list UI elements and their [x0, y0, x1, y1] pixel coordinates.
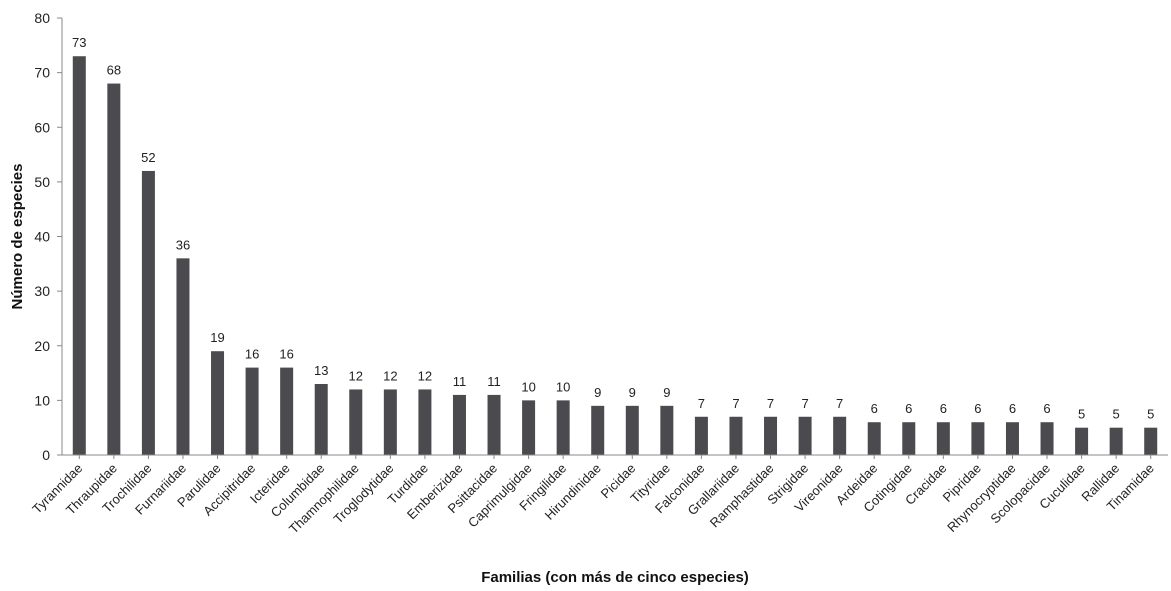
bar: [383, 389, 397, 455]
data-label: 6: [871, 401, 878, 416]
data-label: 68: [107, 63, 121, 78]
data-label: 11: [453, 374, 467, 389]
data-label: 5: [1147, 407, 1154, 422]
bar: [833, 416, 847, 455]
bar: [867, 422, 881, 455]
bar: [729, 416, 743, 455]
y-tick-label: 20: [34, 338, 50, 354]
y-axis-ticks: 0 10 20 30 40 50 60 70 80: [34, 10, 62, 463]
data-label: 10: [556, 379, 570, 394]
bar: [591, 405, 605, 455]
bar: [660, 405, 674, 455]
bar: [418, 389, 432, 455]
bar: [522, 400, 536, 455]
bars: [72, 56, 1158, 456]
bar: [72, 56, 86, 456]
bar: [936, 422, 950, 455]
data-label: 36: [176, 237, 190, 252]
data-label: 5: [1078, 407, 1085, 422]
data-label: 9: [594, 385, 601, 400]
data-label: 16: [279, 347, 293, 362]
data-label: 5: [1113, 407, 1120, 422]
bar: [1005, 422, 1019, 455]
y-tick-label: 50: [34, 174, 50, 190]
y-tick-label: 80: [34, 10, 50, 26]
data-label: 13: [314, 363, 328, 378]
y-tick-label: 70: [34, 65, 50, 81]
data-label: 16: [245, 347, 259, 362]
category-labels: TyrannidaeThraupidaeTrochilidaeFurnariid…: [29, 455, 1157, 537]
data-label: 7: [836, 396, 843, 411]
bar: [211, 351, 225, 455]
y-tick-label: 40: [34, 229, 50, 245]
data-label: 10: [521, 379, 535, 394]
bar: [107, 83, 121, 456]
bar: [452, 394, 466, 455]
data-label: 6: [1009, 401, 1016, 416]
bar: [176, 258, 190, 455]
bar: [349, 389, 363, 455]
bar: [556, 400, 570, 455]
bar: [625, 405, 639, 455]
y-tick-label: 60: [34, 119, 50, 135]
data-label: 11: [487, 374, 501, 389]
y-tick-label: 10: [34, 392, 50, 408]
data-label: 73: [72, 35, 86, 50]
bar: [141, 170, 155, 455]
data-label: 7: [732, 396, 739, 411]
data-label: 7: [767, 396, 774, 411]
bar: [314, 383, 328, 455]
data-label: 12: [349, 368, 363, 383]
data-label: 6: [940, 401, 947, 416]
bar: [487, 394, 501, 455]
data-label: 52: [141, 150, 155, 165]
x-axis-title: Familias (con más de cinco especies): [481, 569, 749, 586]
data-label: 12: [383, 368, 397, 383]
bar: [764, 416, 778, 455]
data-label: 12: [418, 368, 432, 383]
data-label: 7: [801, 396, 808, 411]
data-label: 6: [905, 401, 912, 416]
data-label: 9: [663, 385, 670, 400]
bar: [245, 367, 259, 455]
bar: [971, 422, 985, 455]
bar: [1040, 422, 1054, 455]
y-tick-label: 0: [42, 447, 50, 463]
bar: [280, 367, 294, 455]
data-label: 19: [210, 330, 224, 345]
bar: [902, 422, 916, 455]
bar: [1109, 427, 1123, 455]
bar: [694, 416, 708, 455]
y-axis-title: Número de especies: [9, 164, 26, 310]
data-label: 7: [698, 396, 705, 411]
y-tick-label: 30: [34, 283, 50, 299]
data-label: 6: [1043, 401, 1050, 416]
data-label: 6: [974, 401, 981, 416]
bar: [1144, 427, 1158, 455]
data-labels: 73 68 52 36 19 16 16 13 12 12 12 11 11 10 10 9 9 9 7 7 7 7 7 6 6…: [72, 35, 1154, 421]
bar: [798, 416, 812, 455]
bar: [1075, 427, 1089, 455]
data-label: 9: [629, 385, 636, 400]
